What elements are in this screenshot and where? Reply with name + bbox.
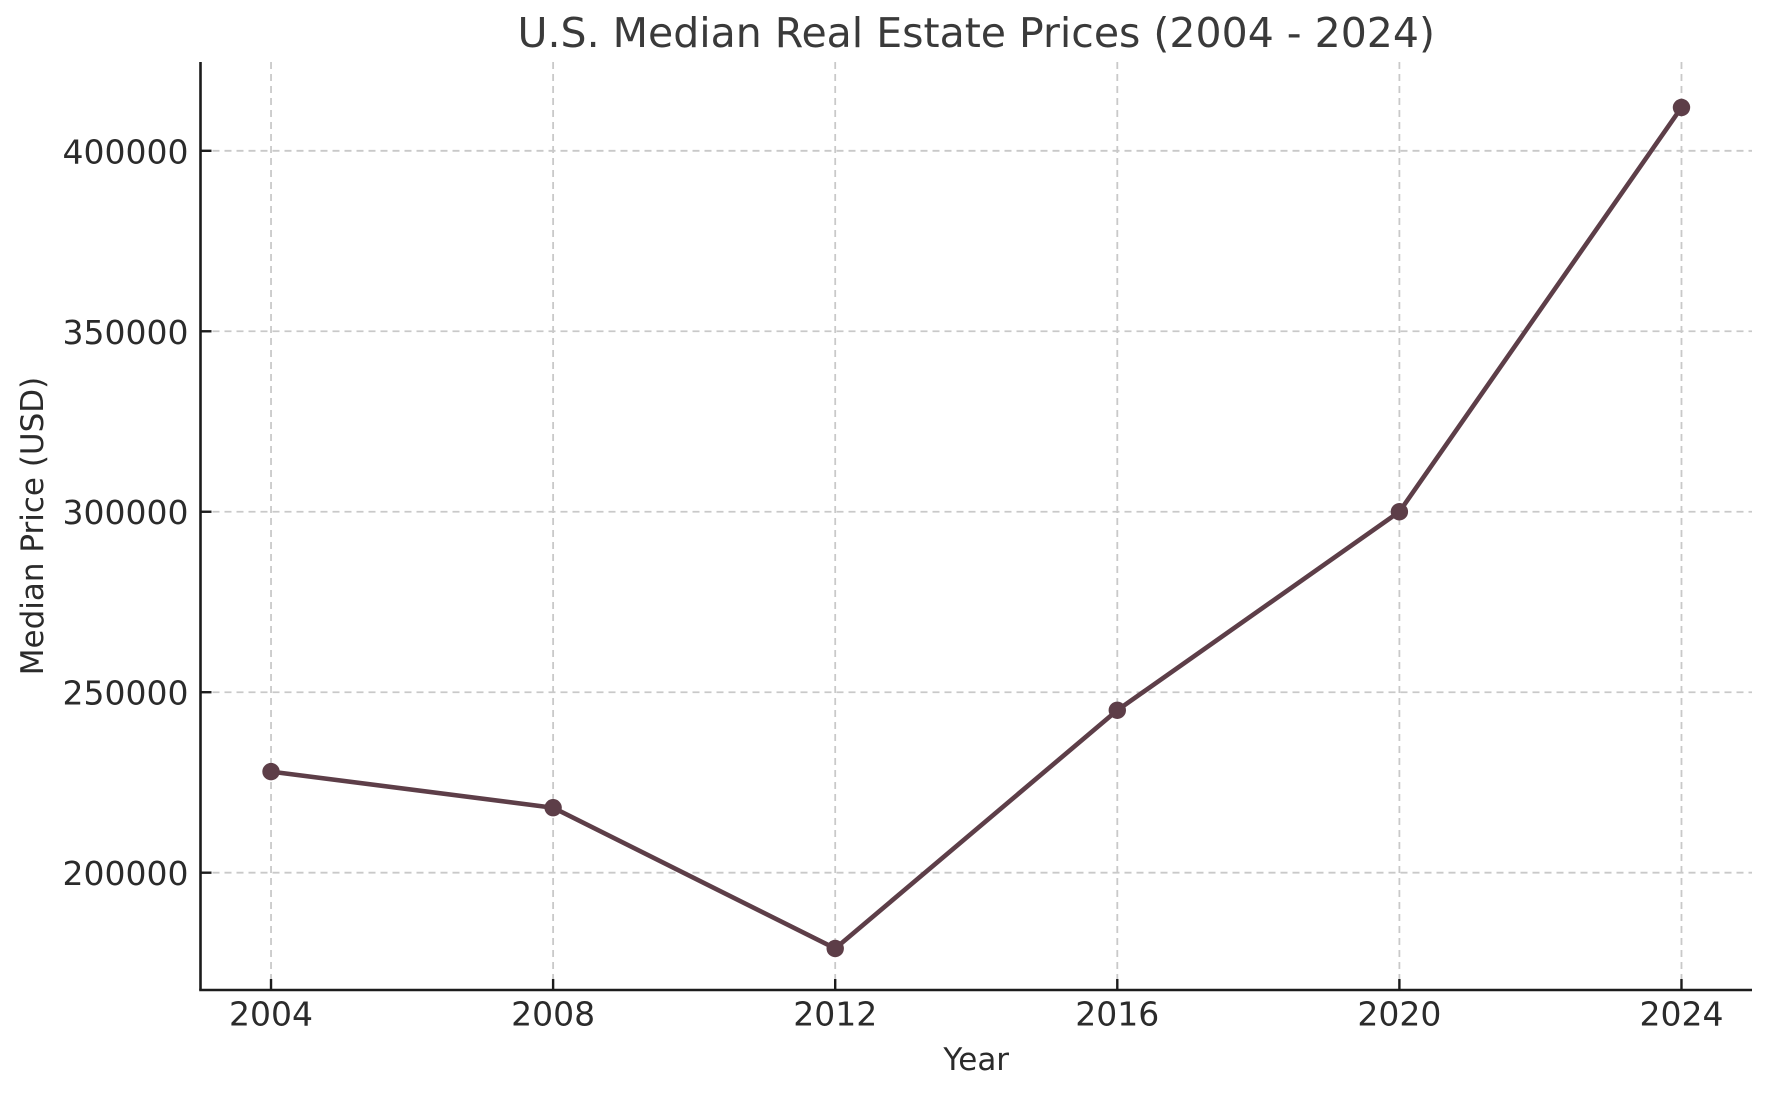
data-point-marker — [826, 939, 844, 958]
tick-labels: 2004 2008 2012 2016 2020 2024 200000 250000 3000… — [63, 132, 1724, 1033]
y-axis-label: Median Price (USD) — [15, 377, 51, 676]
x-tick-label: 2004 — [229, 995, 313, 1034]
gridlines — [200, 62, 1752, 990]
data-point-marker — [1108, 701, 1126, 719]
x-tick-label: 2024 — [1639, 995, 1723, 1034]
x-tick-label: 2020 — [1357, 995, 1441, 1034]
x-tick-label: 2008 — [511, 995, 595, 1034]
data-point-marker — [1390, 503, 1409, 521]
y-tick-label: 350000 — [63, 313, 189, 352]
data-point-marker — [1672, 98, 1691, 117]
y-tick-label: 250000 — [63, 674, 189, 713]
y-tick-label: 400000 — [63, 132, 189, 171]
x-tick-label: 2016 — [1075, 995, 1159, 1034]
x-tick-label: 2012 — [793, 995, 877, 1034]
axes — [199, 62, 1752, 992]
data-point-marker — [544, 799, 562, 817]
data-point-marker — [262, 762, 280, 781]
chart-title: U.S. Median Real Estate Prices (2004 - 2… — [518, 9, 1435, 57]
y-tick-label: 300000 — [63, 493, 189, 532]
y-tick-label: 200000 — [63, 854, 189, 893]
series — [262, 98, 1691, 958]
x-axis-label: Year — [942, 1042, 1009, 1078]
series-line — [268, 105, 1684, 951]
